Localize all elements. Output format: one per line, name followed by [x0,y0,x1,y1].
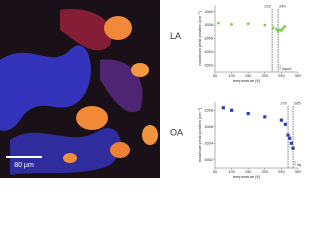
point [283,25,287,28]
point [216,21,220,25]
micrograph: 80 µm [0,0,160,178]
y-tick-label: 1658 [204,22,214,27]
point [221,106,225,110]
x-tick-label: 50 [213,169,218,174]
point [271,26,275,30]
note: liquid [297,162,301,167]
point [230,108,234,112]
y-tick-label: 1654 [204,49,214,54]
x-tick-label: 150 [245,169,252,174]
point [263,115,267,119]
y-tick-label: 1660 [204,9,214,14]
chart-label: LA [170,31,181,41]
point [286,133,290,137]
point [289,141,293,145]
y-tick-label: 1658 [204,107,214,112]
point [275,27,278,31]
x-tick-label: 300 [295,169,301,174]
point [276,30,280,34]
y-tick-label: 1656 [204,124,214,129]
reference-label: 240 [279,4,286,9]
x-tick-label: 200 [261,169,268,174]
x-tick-label: 300 [295,73,301,78]
point [246,111,250,116]
x-axis-title: temperature [K] [233,174,261,179]
point [281,27,285,30]
y-axis-title: maximum peak position [cm⁻¹] [197,11,202,65]
y-tick-label: 1652 [204,157,214,162]
y-tick-label: 1656 [204,36,214,41]
point [280,29,283,32]
reference-label: 270 [280,101,287,106]
x-axis-title: temperature [K] [233,78,261,83]
x-tick-label: 200 [261,73,268,78]
x-tick-label: 250 [278,73,285,78]
chart-label: OA [170,127,183,137]
note: liquid [282,66,291,71]
y-tick-label: 1652 [204,62,214,67]
point [246,22,250,26]
reference-label: 285 [294,101,301,106]
x-tick-label: 100 [228,169,235,174]
point [263,23,267,27]
point [230,23,234,26]
y-axis-title: maximum peak position [cm⁻¹] [197,108,202,162]
point [283,122,287,126]
reference-label: 222 [264,4,271,9]
x-tick-label: 250 [278,169,285,174]
y-tick-label: 1654 [204,140,214,145]
point [279,118,283,122]
point [291,146,295,150]
scale-bar-label: 80 µm [14,162,34,169]
figure: 80 µm 1652 1654 1656 1658 1660 50 100 150 200 250… [0,0,301,179]
point [288,136,292,140]
x-tick-label: 50 [213,73,218,78]
x-tick-label: 150 [245,73,252,78]
x-tick-label: 100 [228,73,235,78]
